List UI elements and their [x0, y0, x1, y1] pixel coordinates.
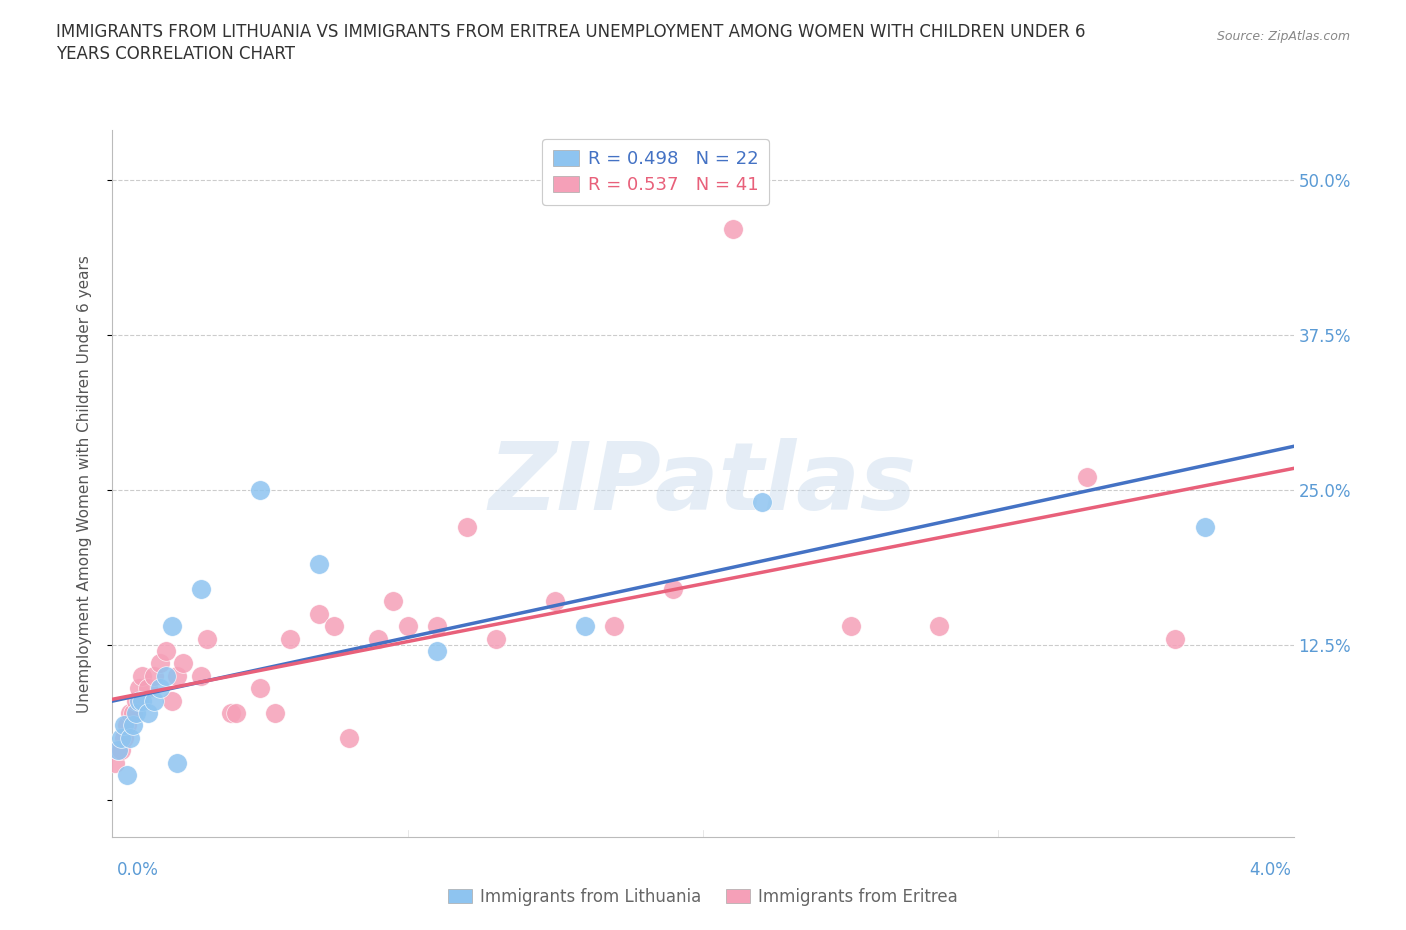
Point — [323, 618, 346, 633]
Point — [249, 483, 271, 498]
Point — [117, 718, 138, 733]
Point — [367, 631, 389, 646]
Text: IMMIGRANTS FROM LITHUANIA VS IMMIGRANTS FROM ERITREA UNEMPLOYMENT AMONG WOMEN WI: IMMIGRANTS FROM LITHUANIA VS IMMIGRANTS … — [56, 23, 1085, 41]
Point — [160, 618, 183, 633]
Point — [1194, 520, 1216, 535]
Point — [1164, 631, 1187, 646]
Point — [928, 618, 950, 633]
Y-axis label: Unemployment Among Women with Children Under 6 years: Unemployment Among Women with Children U… — [77, 255, 91, 712]
Point — [721, 222, 744, 237]
Point — [112, 730, 135, 745]
Point — [839, 618, 862, 633]
Point — [122, 706, 145, 721]
Point — [110, 730, 132, 745]
Point — [249, 681, 271, 696]
Point — [128, 693, 150, 708]
Point — [128, 681, 150, 696]
Point — [219, 706, 242, 721]
Point — [136, 681, 159, 696]
Point — [149, 656, 172, 671]
Point — [160, 693, 183, 708]
Point — [131, 693, 153, 708]
Point — [155, 644, 177, 658]
Point — [104, 755, 127, 770]
Text: 0.0%: 0.0% — [117, 860, 159, 879]
Point — [190, 581, 212, 596]
Point — [125, 706, 148, 721]
Point — [107, 743, 129, 758]
Point — [485, 631, 508, 646]
Point — [662, 581, 685, 596]
Point — [142, 693, 165, 708]
Point — [120, 730, 142, 745]
Point — [112, 718, 135, 733]
Point — [308, 557, 330, 572]
Legend: Immigrants from Lithuania, Immigrants from Eritrea: Immigrants from Lithuania, Immigrants fr… — [441, 881, 965, 912]
Point — [751, 495, 773, 510]
Point — [142, 669, 165, 684]
Point — [110, 743, 132, 758]
Point — [264, 706, 287, 721]
Point — [603, 618, 626, 633]
Point — [1076, 470, 1098, 485]
Point — [382, 594, 405, 609]
Text: YEARS CORRELATION CHART: YEARS CORRELATION CHART — [56, 45, 295, 62]
Point — [120, 706, 142, 721]
Legend: R = 0.498   N = 22, R = 0.537   N = 41: R = 0.498 N = 22, R = 0.537 N = 41 — [543, 140, 769, 205]
Point — [122, 718, 145, 733]
Point — [574, 618, 596, 633]
Point — [195, 631, 218, 646]
Point — [456, 520, 478, 535]
Point — [125, 693, 148, 708]
Point — [337, 730, 360, 745]
Point — [166, 669, 188, 684]
Point — [149, 681, 172, 696]
Point — [426, 618, 449, 633]
Text: 4.0%: 4.0% — [1249, 860, 1291, 879]
Point — [308, 606, 330, 621]
Point — [544, 594, 567, 609]
Text: ZIPatlas: ZIPatlas — [489, 438, 917, 529]
Point — [396, 618, 419, 633]
Point — [190, 669, 212, 684]
Point — [172, 656, 194, 671]
Point — [117, 767, 138, 782]
Point — [225, 706, 247, 721]
Point — [426, 644, 449, 658]
Text: Source: ZipAtlas.com: Source: ZipAtlas.com — [1216, 30, 1350, 43]
Point — [136, 706, 159, 721]
Point — [278, 631, 301, 646]
Point — [107, 743, 129, 758]
Point — [155, 669, 177, 684]
Point — [166, 755, 188, 770]
Point — [131, 669, 153, 684]
